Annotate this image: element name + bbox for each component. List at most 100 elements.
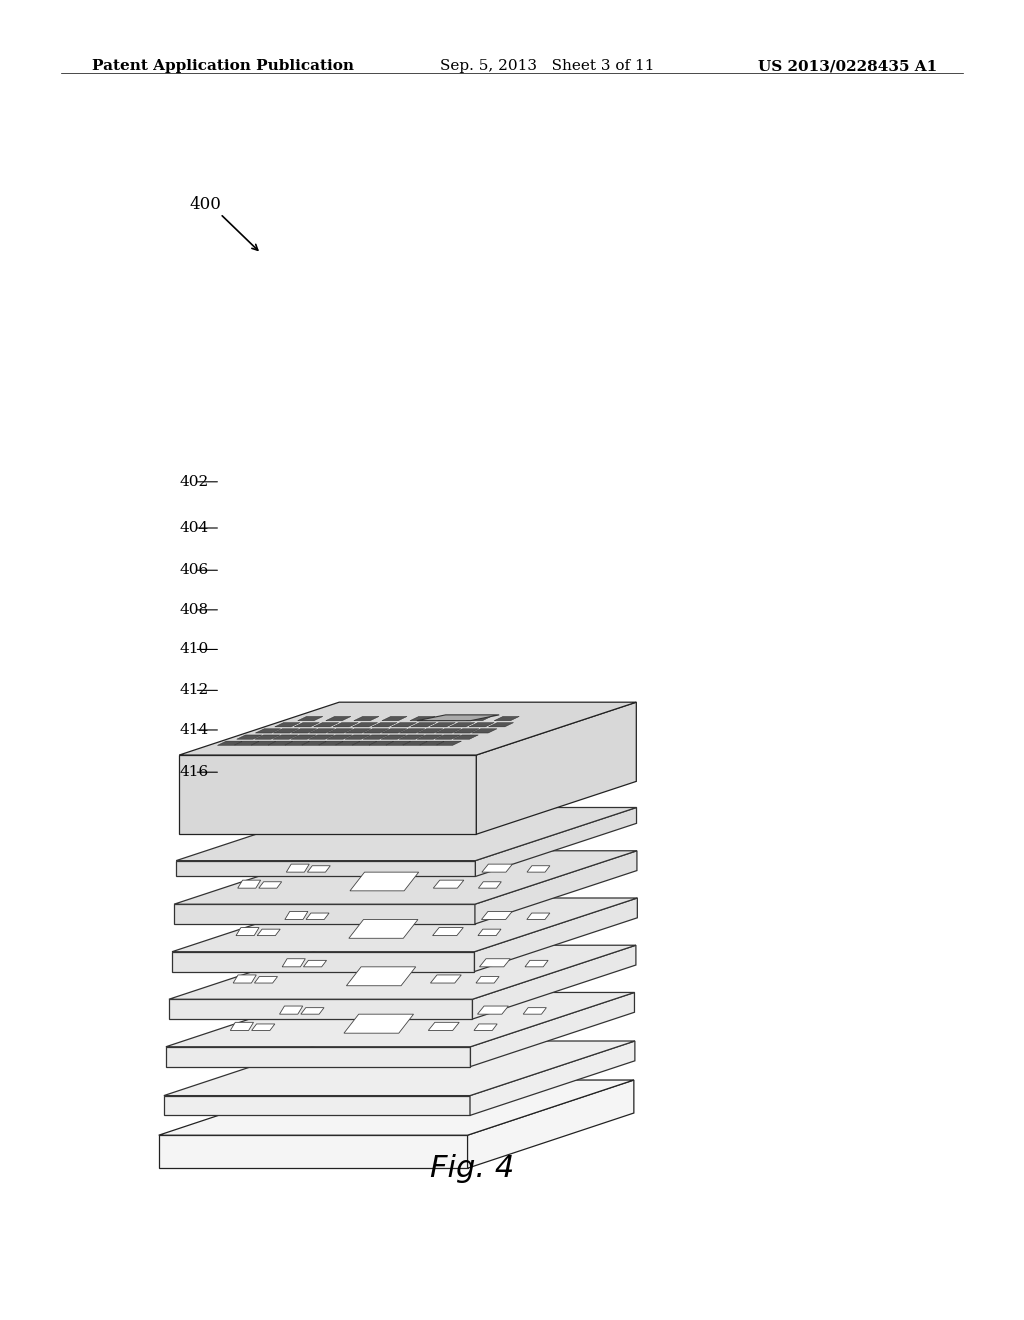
Polygon shape <box>468 1080 634 1168</box>
Polygon shape <box>372 722 397 727</box>
Polygon shape <box>454 729 479 733</box>
Text: 404: 404 <box>179 521 209 535</box>
Polygon shape <box>495 717 519 721</box>
Polygon shape <box>313 722 339 727</box>
Polygon shape <box>301 1007 324 1014</box>
Polygon shape <box>238 880 261 888</box>
Polygon shape <box>292 729 316 733</box>
Text: Fig. 4: Fig. 4 <box>430 1154 514 1183</box>
Polygon shape <box>179 755 476 834</box>
Polygon shape <box>526 913 550 920</box>
Polygon shape <box>217 741 243 746</box>
Polygon shape <box>333 722 358 727</box>
Text: 416: 416 <box>179 766 209 779</box>
Polygon shape <box>287 865 309 873</box>
Polygon shape <box>298 717 323 721</box>
Text: 408: 408 <box>179 603 208 616</box>
Polygon shape <box>309 735 334 739</box>
Polygon shape <box>481 911 512 920</box>
Polygon shape <box>470 1041 635 1115</box>
Polygon shape <box>346 966 416 986</box>
Polygon shape <box>268 741 293 746</box>
Polygon shape <box>352 741 377 746</box>
Polygon shape <box>476 977 499 983</box>
Polygon shape <box>252 1024 274 1031</box>
Polygon shape <box>420 741 444 746</box>
Polygon shape <box>482 865 512 873</box>
Polygon shape <box>364 729 389 733</box>
Polygon shape <box>417 715 499 721</box>
Polygon shape <box>172 952 474 972</box>
Polygon shape <box>169 999 472 1019</box>
Polygon shape <box>174 851 637 904</box>
Polygon shape <box>176 808 637 861</box>
Polygon shape <box>381 735 407 739</box>
Polygon shape <box>479 958 510 966</box>
Polygon shape <box>251 741 276 746</box>
Polygon shape <box>488 722 514 727</box>
Polygon shape <box>166 993 635 1047</box>
Polygon shape <box>306 913 329 920</box>
Polygon shape <box>164 1041 635 1096</box>
Polygon shape <box>352 722 378 727</box>
Polygon shape <box>435 735 460 739</box>
Polygon shape <box>285 741 310 746</box>
Polygon shape <box>478 882 502 888</box>
Polygon shape <box>472 729 497 733</box>
Polygon shape <box>328 729 352 733</box>
Polygon shape <box>474 1024 498 1031</box>
Polygon shape <box>327 735 352 739</box>
Polygon shape <box>254 977 278 983</box>
Text: Sep. 5, 2013   Sheet 3 of 11: Sep. 5, 2013 Sheet 3 of 11 <box>440 59 654 74</box>
Text: Patent Application Publication: Patent Application Publication <box>92 59 354 74</box>
Polygon shape <box>335 741 360 746</box>
Polygon shape <box>475 851 637 924</box>
Polygon shape <box>283 958 305 966</box>
Polygon shape <box>309 729 335 733</box>
Polygon shape <box>169 945 636 999</box>
Polygon shape <box>234 741 259 746</box>
Polygon shape <box>418 729 442 733</box>
Polygon shape <box>166 1047 470 1067</box>
Polygon shape <box>391 722 417 727</box>
Polygon shape <box>273 729 299 733</box>
Polygon shape <box>525 961 548 966</box>
Text: 414: 414 <box>179 723 209 737</box>
Polygon shape <box>466 717 492 721</box>
Polygon shape <box>410 717 435 721</box>
Polygon shape <box>307 866 331 873</box>
Text: 402: 402 <box>179 475 209 488</box>
Polygon shape <box>303 961 327 966</box>
Polygon shape <box>302 741 327 746</box>
Polygon shape <box>417 735 442 739</box>
Polygon shape <box>469 722 495 727</box>
Polygon shape <box>523 1007 547 1014</box>
Polygon shape <box>369 741 394 746</box>
Polygon shape <box>159 1080 634 1135</box>
Polygon shape <box>233 975 256 983</box>
Polygon shape <box>402 741 428 746</box>
Polygon shape <box>454 735 478 739</box>
Polygon shape <box>362 735 388 739</box>
Polygon shape <box>354 717 379 721</box>
Polygon shape <box>399 729 425 733</box>
Polygon shape <box>475 808 637 876</box>
Polygon shape <box>291 735 316 739</box>
Polygon shape <box>257 929 281 936</box>
Polygon shape <box>159 1135 468 1168</box>
Polygon shape <box>436 729 461 733</box>
Polygon shape <box>345 729 371 733</box>
Polygon shape <box>433 880 464 888</box>
Polygon shape <box>345 735 370 739</box>
Polygon shape <box>476 702 636 834</box>
Polygon shape <box>450 722 475 727</box>
Polygon shape <box>474 898 637 972</box>
Polygon shape <box>350 873 419 891</box>
Polygon shape <box>344 1014 414 1034</box>
Polygon shape <box>172 898 637 952</box>
Text: 410: 410 <box>179 643 209 656</box>
Polygon shape <box>399 735 424 739</box>
Polygon shape <box>527 866 550 873</box>
Polygon shape <box>382 717 407 721</box>
Polygon shape <box>236 928 259 936</box>
